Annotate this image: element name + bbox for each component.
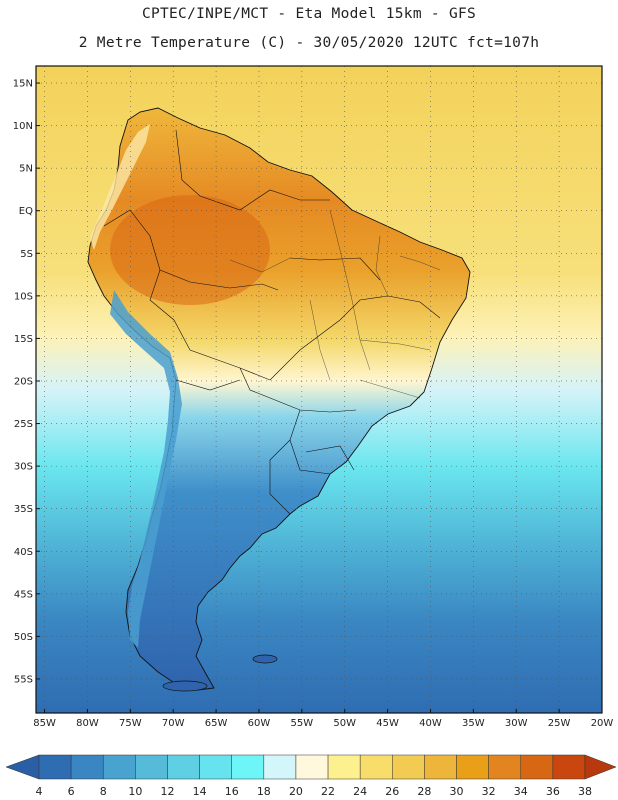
lon-label: 65W — [205, 718, 228, 729]
lon-label: 35W — [462, 718, 485, 729]
map-subtitle: 2 Metre Temperature (C) - 30/05/2020 12U… — [78, 35, 540, 51]
colorbar-swatch — [520, 754, 554, 780]
colorbar-tick-label: 36 — [546, 785, 560, 798]
colorbar-tick-label: 26 — [385, 785, 399, 798]
colorbar-tick-label: 22 — [321, 785, 335, 798]
lat-label: EQ — [19, 206, 33, 217]
colorbar-tick-label: 32 — [482, 785, 496, 798]
colorbar-swatch — [102, 754, 136, 780]
colorbar-tick-label: 24 — [353, 785, 367, 798]
lon-label: 60W — [248, 718, 271, 729]
lat-label: 10N — [13, 121, 33, 132]
colorbar-swatch — [167, 754, 200, 780]
colorbar-swatch — [488, 754, 522, 780]
state-borders — [229, 209, 441, 399]
lat-label: 20S — [14, 376, 33, 387]
lon-label: 45W — [376, 718, 399, 729]
lon-label: 55W — [291, 718, 314, 729]
lat-label: 5N — [19, 164, 33, 175]
lon-label: 30W — [505, 718, 528, 729]
lat-label: 15S — [14, 334, 33, 345]
colorbar-tick-label: 16 — [225, 785, 239, 798]
andes-highlands — [110, 290, 182, 648]
tierra-del-fuego — [162, 680, 208, 692]
lat-label: 15N — [13, 79, 33, 90]
lat-label: 35S — [14, 504, 33, 515]
colorbar-swatch — [359, 754, 393, 780]
lat-label: 25S — [14, 419, 33, 430]
colorbar-tick-label: 34 — [514, 785, 528, 798]
colorbar-tick-label: 14 — [193, 785, 207, 798]
lon-label: 85W — [33, 718, 56, 729]
colorbar-tick-label: 8 — [100, 785, 107, 798]
colorbar-swatch — [70, 754, 104, 780]
colorbar-tick-label: 6 — [68, 785, 75, 798]
colorbar-tick-label: 18 — [257, 785, 271, 798]
colorbar-swatch — [392, 754, 425, 780]
lat-label: 40S — [14, 547, 33, 558]
lat-label: 45S — [14, 589, 33, 600]
colorbar-swatch — [456, 754, 489, 780]
colorbar-tick-label: 4 — [36, 785, 43, 798]
longitude-labels: 85W 80W 75W 70W 65W 60W 55W 50W 45W 40W 35W 30W 25W 2… — [33, 709, 613, 729]
lat-label: 5S — [20, 249, 33, 260]
northern-andes — [90, 124, 150, 250]
lat-label: 30S — [14, 462, 33, 473]
colorbar: 4 6 8 10 12 14 16 18 20 22 24 26 28 30 32 34 36 38 — [5, 754, 617, 798]
colorbar-tick-label: 20 — [289, 785, 303, 798]
colorbar-under-arrow — [5, 754, 40, 780]
colorbar-swatch — [38, 754, 72, 780]
colorbar-tick-label: 28 — [417, 785, 431, 798]
colorbar-tick-label: 12 — [160, 785, 174, 798]
colorbar-swatch — [263, 754, 297, 780]
lon-label: 50W — [333, 718, 356, 729]
colorbar-swatch — [424, 754, 457, 780]
colorbar-tick-label: 30 — [450, 785, 464, 798]
colorbar-over-arrow — [584, 754, 617, 780]
lat-label: 10S — [14, 291, 33, 302]
amazon-hot-core — [110, 195, 270, 305]
colorbar-swatch — [327, 754, 361, 780]
lon-label: 70W — [162, 718, 185, 729]
lat-label: 55S — [14, 674, 33, 685]
colorbar-swatch — [552, 754, 586, 780]
map-frame — [35, 65, 603, 714]
lat-label: 50S — [14, 632, 33, 643]
latitude-labels: 15N 10N 5N EQ 5S 10S 15S 20S 25S 30S 35S 40S 45S 50S 5… — [13, 79, 40, 685]
country-borders — [103, 129, 441, 515]
colorbar-swatch — [135, 754, 168, 780]
falkland-islands — [252, 654, 278, 664]
lon-label: 25W — [548, 718, 571, 729]
lon-label: 80W — [76, 718, 99, 729]
map-title: CPTEC/INPE/MCT - Eta Model 15km - GFS — [141, 6, 477, 22]
lon-label: 75W — [119, 718, 142, 729]
lon-label: 40W — [419, 718, 442, 729]
lon-label: 20W — [591, 718, 614, 729]
colorbar-tick-label: 10 — [128, 785, 142, 798]
colorbar-tick-label: 38 — [578, 785, 592, 798]
colorbar-swatch — [295, 754, 329, 780]
colorbar-swatch — [199, 754, 232, 780]
colorbar-swatch — [231, 754, 265, 780]
